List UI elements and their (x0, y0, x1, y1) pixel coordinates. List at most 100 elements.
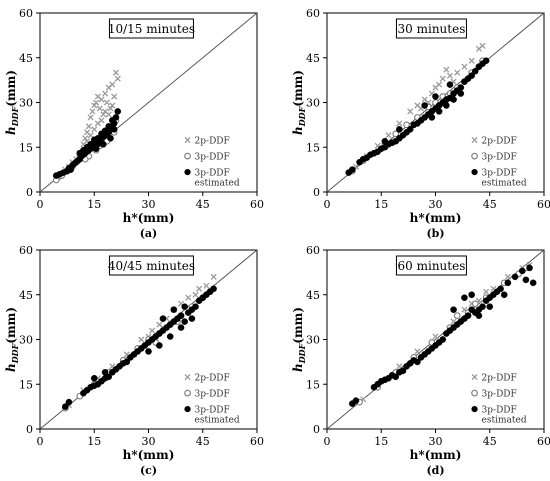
y-tick-label: 45 (19, 289, 33, 302)
legend-marker-3p-estimated (471, 168, 478, 176)
x-tick-label: 45 (483, 198, 497, 211)
data-point (114, 75, 121, 82)
x-tick-label: 45 (196, 435, 210, 448)
x-tick-label: 0 (324, 435, 331, 448)
data-point (468, 291, 475, 299)
y-tick-label: 0 (313, 186, 320, 199)
data-point (439, 336, 447, 343)
data-point (100, 111, 107, 118)
x-tick-label: 30 (142, 198, 156, 211)
data-point (464, 312, 472, 319)
data-point (188, 315, 196, 322)
legend-label: estimated (482, 179, 527, 189)
data-point (82, 135, 89, 142)
data-point (90, 374, 98, 382)
data-point (181, 303, 188, 310)
chart-panel: 0 15 30 45 60 0 15 30 45 60 60 minutes 2p-DDF 3p-DDF… (291, 244, 550, 477)
y-tick-label: 15 (306, 378, 320, 391)
data-point (105, 123, 113, 130)
x-tick-label: 60 (250, 198, 264, 211)
y-tick-label: 15 (306, 141, 320, 154)
data-point (92, 99, 100, 106)
x-axis-label: h*(mm) (410, 448, 462, 462)
data-point (471, 67, 479, 75)
x-tick-label: 30 (429, 435, 443, 448)
data-point (91, 126, 98, 133)
chart-panel: 0 15 30 45 60 0 15 30 45 60 30 minutes 2p-DDF 3p-DDF… (291, 7, 550, 240)
legend-marker-3p (471, 152, 478, 160)
data-point (396, 120, 403, 127)
legend-label: estimated (482, 416, 527, 426)
data-point (107, 134, 114, 142)
legend-label: 2p-DDF (195, 374, 230, 384)
data-point (192, 303, 199, 310)
y-tick-label: 60 (306, 7, 320, 20)
data-point (101, 127, 109, 135)
panel-label: (d) (426, 464, 444, 477)
chart-title-box (108, 255, 194, 276)
chart-title-box (395, 255, 467, 276)
series-3p-ddf-estimated (52, 108, 122, 179)
data-point (159, 315, 167, 322)
data-point (91, 102, 98, 109)
data-point (446, 81, 454, 88)
x-tick-label: 60 (537, 198, 550, 211)
legend-background (468, 368, 539, 428)
legend-marker-3p-estimated (184, 168, 191, 176)
data-point (149, 327, 156, 334)
panel-label: (c) (140, 464, 157, 477)
y-tick-label: 60 (19, 244, 33, 257)
data-point (94, 120, 101, 127)
legend-marker-3p (471, 389, 478, 397)
legend-marker-3p (184, 389, 191, 397)
data-point (468, 72, 475, 79)
data-point (185, 294, 192, 301)
legend-label: 3p-DDF (195, 153, 230, 163)
data-point (526, 264, 533, 272)
data-point (349, 166, 356, 173)
data-point (414, 348, 421, 355)
data-point (196, 285, 203, 292)
data-point (443, 66, 450, 73)
panel-label: (b) (426, 227, 444, 240)
data-point (450, 96, 457, 103)
x-tick-label: 30 (142, 435, 156, 448)
x-tick-label: 30 (429, 198, 443, 211)
data-point (89, 108, 96, 115)
chart-panel: 0 15 30 45 60 0 15 30 45 60 10/15 minutes 2p-DDF 3p-… (4, 7, 264, 240)
y-tick-label: 60 (306, 244, 320, 257)
series-3p-ddf-estimated (62, 285, 217, 410)
data-point (114, 108, 122, 115)
x-axis-label: h*(mm) (123, 448, 175, 462)
data-point (406, 126, 414, 133)
y-axis-label: hDDF(mm) (291, 307, 307, 372)
legend-label: 3p-DDF (195, 406, 230, 416)
x-tick-label: 15 (374, 198, 388, 211)
x-tick-label: 0 (324, 198, 331, 211)
y-tick-label: 15 (19, 378, 33, 391)
data-point (98, 96, 105, 103)
data-point (428, 114, 436, 121)
data-point (461, 294, 468, 302)
data-point (421, 102, 428, 109)
y-tick-label: 0 (26, 423, 33, 436)
data-point (80, 146, 87, 154)
data-point (65, 398, 73, 406)
y-tick-label: 45 (306, 52, 320, 65)
x-tick-label: 45 (196, 198, 210, 211)
legend-label: 3p-DDF (482, 153, 517, 163)
chart-title: 30 minutes (398, 22, 466, 36)
data-point (453, 312, 461, 319)
data-point (396, 363, 403, 370)
x-tick-label: 15 (374, 435, 388, 448)
data-point (87, 132, 94, 139)
data-point (123, 358, 131, 366)
y-tick-label: 0 (26, 186, 33, 199)
legend-label: 3p-DDF (195, 169, 230, 179)
legend-marker-2p (471, 374, 478, 381)
data-point (87, 114, 94, 121)
data-point (396, 126, 403, 133)
legend-label: 2p-DDF (482, 374, 517, 384)
